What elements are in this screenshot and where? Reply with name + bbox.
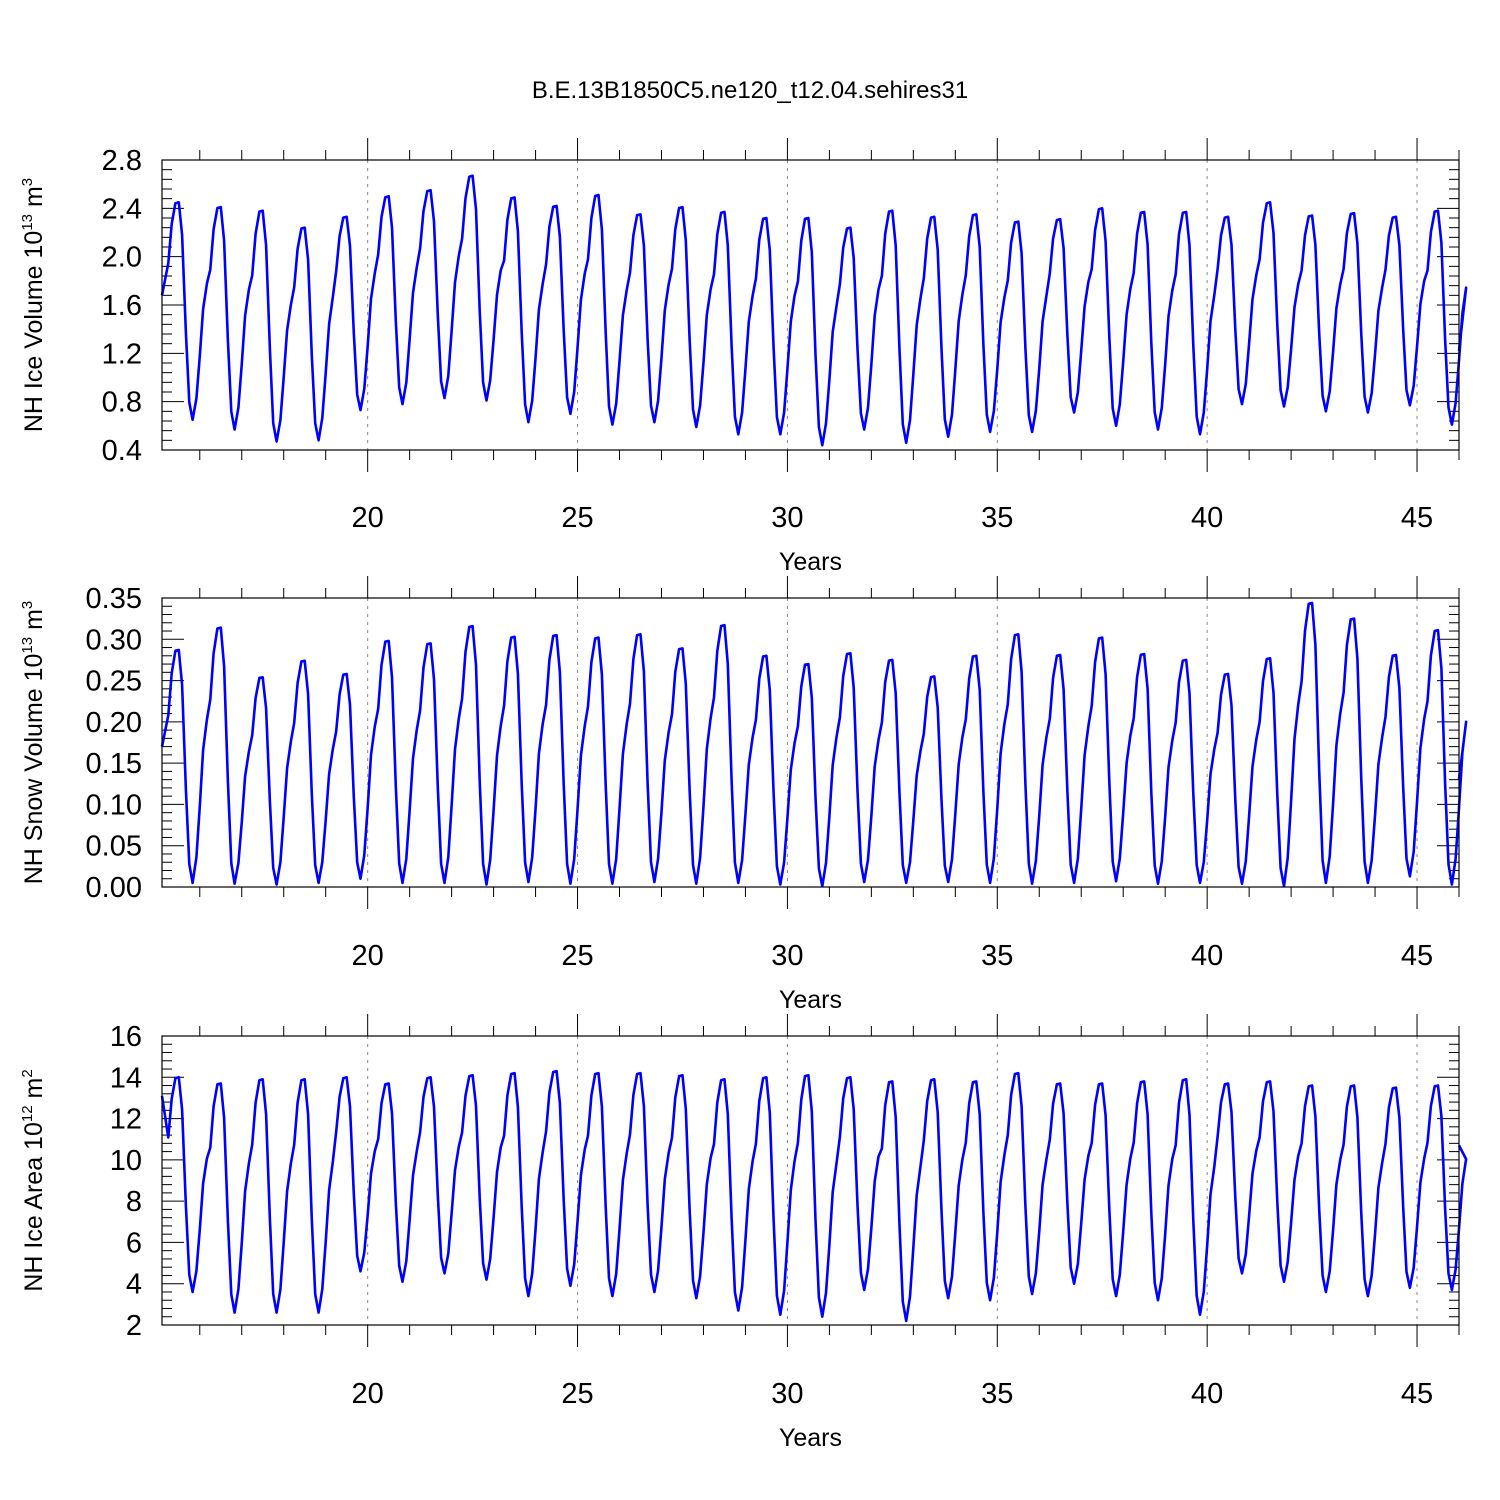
x-tick-label: 45 (1401, 1378, 1433, 1410)
y-axis-label-text: NH Snow Volume 10 (20, 654, 48, 885)
y-tick-label: 8 (126, 1186, 142, 1218)
y-tick-label: 16 (110, 1021, 142, 1053)
x-tick-label: 45 (1401, 940, 1433, 972)
x-tick-label: 20 (352, 502, 384, 534)
y-axis-label-exponent: 3 (19, 178, 36, 186)
y-tick-label: 1.2 (102, 338, 142, 370)
panel-snow_volume: 20 25 30 35 40 45 0.00 0.05 0.10 0.15 0.20 0.25 0.30… (19, 576, 1468, 1014)
y-axis-label-text: m (20, 1078, 48, 1106)
x-tick-label: 40 (1191, 502, 1223, 534)
y-tick-label: 0.05 (86, 831, 142, 863)
x-tick-label: 20 (352, 1378, 384, 1410)
y-tick-label: 0.20 (86, 707, 142, 739)
y-tick-label: 0.00 (86, 872, 142, 904)
x-tick-label: 30 (771, 940, 803, 972)
y-tick-label: 4 (126, 1269, 142, 1301)
x-tick-label: 30 (771, 1378, 803, 1410)
plot-frame (161, 1035, 1460, 1326)
y-tick-label: 0.15 (86, 748, 142, 780)
y-tick-label: 0.10 (86, 789, 142, 821)
panel-ice_volume: 20 25 30 35 40 45 0.4 0.8 1.2 1.6 2.0 2.4 2.8 Years NH… (19, 138, 1468, 576)
y-axis-label: NH Ice Volume 1013 m3 (19, 178, 48, 432)
series-line (160, 174, 1468, 447)
y-axis-label-text: m (20, 186, 48, 214)
y-tick-label: 2.0 (102, 242, 142, 274)
y-axis-label-exponent: 13 (19, 214, 36, 231)
y-tick-label: 0.35 (86, 583, 142, 615)
x-axis-label: Years (779, 1424, 842, 1452)
plot-frame (161, 159, 1460, 451)
x-tick-label: 25 (561, 940, 593, 972)
y-axis-label-text: NH Ice Area 10 (20, 1122, 48, 1292)
figure-title: B.E.13B1850C5.ne120_t12.04.sehires31 (532, 77, 968, 104)
x-tick-label: 20 (352, 940, 384, 972)
x-tick-label: 40 (1191, 1378, 1223, 1410)
y-tick-label: 0.30 (86, 624, 142, 656)
y-axis-label-exponent: 12 (19, 1105, 36, 1122)
y-axis-label-text: m (20, 609, 48, 637)
y-tick-label: 2 (126, 1310, 142, 1342)
series-line (160, 601, 1468, 888)
x-tick-label: 25 (561, 1378, 593, 1410)
y-axis-label: NH Snow Volume 1013 m3 (19, 601, 48, 885)
y-tick-label: 14 (110, 1062, 142, 1094)
y-axis-label-text: NH Ice Volume 10 (20, 231, 48, 433)
y-axis-label-exponent: 2 (19, 1069, 36, 1077)
y-axis-label: NH Ice Area 1012 m2 (19, 1069, 48, 1291)
x-tick-label: 35 (981, 940, 1013, 972)
y-axis-label-exponent: 13 (19, 637, 36, 654)
x-axis-label: Years (779, 986, 842, 1014)
x-tick-label: 35 (981, 502, 1013, 534)
y-tick-label: 0.8 (102, 387, 142, 419)
y-axis-label-exponent: 3 (19, 601, 36, 609)
x-tick-label: 40 (1191, 940, 1223, 972)
y-tick-label: 1.6 (102, 290, 142, 322)
y-tick-label: 10 (110, 1145, 142, 1177)
x-axis-label: Years (779, 548, 842, 576)
y-tick-label: 12 (110, 1104, 142, 1136)
x-tick-label: 35 (981, 1378, 1013, 1410)
y-tick-label: 2.4 (102, 193, 142, 225)
x-tick-label: 45 (1401, 502, 1433, 534)
x-tick-label: 30 (771, 502, 803, 534)
panel-ice_area: 20 25 30 35 40 45 2 4 6 8 10 12 14 16 Years NH Ice Area… (19, 1014, 1468, 1452)
x-tick-label: 25 (561, 502, 593, 534)
panels: 20 25 30 35 40 45 0.4 0.8 1.2 1.6 2.0 2.4 2.8 Years NH… (19, 138, 1468, 1452)
plot-frame (161, 597, 1460, 888)
y-tick-label: 6 (126, 1227, 142, 1259)
series-line (160, 1069, 1468, 1323)
y-tick-label: 0.4 (102, 435, 142, 467)
y-tick-label: 0.25 (86, 666, 142, 698)
y-tick-label: 2.8 (102, 145, 142, 177)
